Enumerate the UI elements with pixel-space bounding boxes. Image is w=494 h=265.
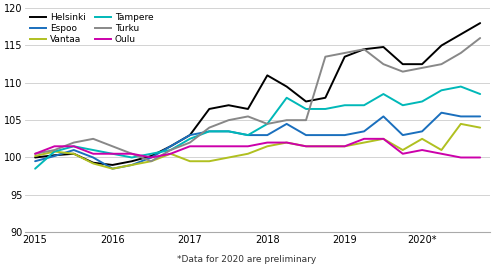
Text: *Data for 2020 are preliminary: *Data for 2020 are preliminary (177, 255, 317, 264)
Legend: Helsinki, Espoo, Vantaa, Tampere, Turku, Oulu: Helsinki, Espoo, Vantaa, Tampere, Turku,… (28, 11, 155, 46)
